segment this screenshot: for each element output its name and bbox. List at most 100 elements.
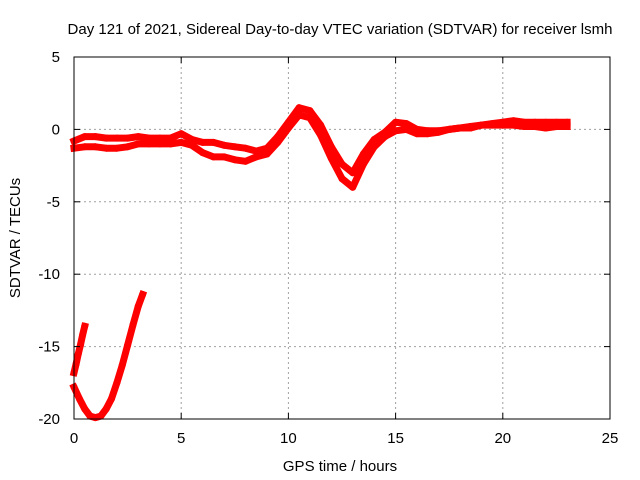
data-point	[177, 138, 185, 146]
data-point	[392, 127, 400, 135]
data-point	[91, 133, 99, 141]
x-tick-label: 0	[70, 430, 78, 447]
x-axis-label: GPS time / hours	[283, 458, 397, 475]
data-point	[531, 123, 539, 130]
data-point	[306, 114, 314, 122]
data-point	[134, 140, 142, 148]
data-point	[113, 134, 121, 142]
chart-title: Day 121 of 2021, Sidereal Day-to-day VTE…	[68, 21, 613, 38]
data-point	[156, 134, 164, 142]
data-point	[91, 143, 99, 151]
data-point	[113, 379, 121, 387]
data-point	[552, 123, 560, 130]
data-point	[74, 350, 82, 358]
data-point	[81, 133, 89, 141]
data-point	[167, 140, 174, 148]
data-series	[69, 104, 571, 422]
data-point	[295, 104, 303, 112]
data-point	[242, 144, 249, 152]
data-point	[79, 331, 87, 339]
y-tick-label: -20	[38, 411, 60, 428]
x-tick-label: 25	[602, 430, 619, 447]
y-tick-label: -15	[38, 339, 60, 356]
data-point	[231, 143, 239, 151]
x-tick-label: 15	[387, 430, 404, 447]
data-point	[284, 124, 292, 132]
data-point	[306, 107, 314, 115]
data-point	[134, 302, 142, 310]
data-point	[242, 157, 249, 165]
data-point	[199, 149, 207, 157]
x-tick-label: 20	[494, 430, 511, 447]
data-point	[220, 141, 228, 149]
data-point	[477, 121, 485, 129]
data-point	[124, 341, 132, 349]
plot-frame	[73, 56, 611, 420]
axis-ticks: 0 5 10 15 20 25 -20 -15 -10 -5 0 5	[38, 49, 618, 447]
data-point	[370, 143, 378, 151]
data-point	[199, 138, 207, 146]
data-point	[81, 322, 89, 330]
data-point	[102, 134, 110, 142]
data-point	[499, 121, 507, 129]
data-point	[220, 153, 228, 161]
x-tick-label: 5	[177, 430, 185, 447]
y-tick-label: 0	[52, 121, 60, 138]
data-point	[145, 134, 153, 142]
data-point	[134, 133, 142, 141]
data-point	[209, 153, 217, 161]
data-point	[488, 121, 496, 129]
data-point	[231, 156, 239, 164]
y-tick-label: -10	[38, 266, 60, 283]
data-point	[435, 128, 442, 136]
data-point	[456, 124, 464, 132]
data-point	[381, 133, 389, 141]
data-point	[102, 405, 110, 413]
data-point	[338, 175, 346, 183]
data-point	[81, 405, 89, 413]
data-point	[349, 183, 357, 191]
data-point	[124, 143, 132, 151]
data-point	[317, 131, 325, 139]
data-point	[139, 291, 147, 298]
data-point	[349, 169, 357, 177]
data-point	[124, 134, 132, 142]
data-point	[209, 138, 217, 146]
data-point	[129, 321, 137, 329]
x-tick-label: 10	[280, 430, 297, 447]
data-point	[467, 124, 475, 132]
data-point	[445, 125, 453, 133]
data-point	[76, 341, 84, 349]
data-point	[295, 111, 303, 119]
data-point	[81, 143, 89, 151]
data-point	[156, 140, 164, 148]
y-tick-label: -5	[47, 194, 60, 211]
data-point	[188, 141, 196, 149]
data-point	[327, 154, 335, 162]
data-point	[402, 125, 410, 133]
data-point	[520, 123, 528, 130]
data-point	[563, 123, 571, 130]
data-point	[542, 118, 550, 126]
data-point	[113, 144, 121, 152]
data-point	[75, 395, 83, 403]
data-point	[392, 118, 400, 126]
data-point	[145, 140, 153, 148]
data-point	[510, 121, 517, 129]
data-point	[424, 130, 432, 138]
data-point	[274, 138, 282, 146]
data-point	[177, 130, 185, 138]
data-point	[252, 153, 260, 161]
data-point	[338, 160, 346, 168]
data-point	[97, 412, 105, 420]
data-point	[413, 130, 421, 138]
data-point	[102, 144, 110, 152]
data-point	[359, 160, 367, 168]
y-tick-label: 5	[52, 49, 60, 66]
data-point	[108, 395, 115, 403]
data-point	[542, 124, 550, 132]
data-point	[118, 361, 126, 369]
data-point	[402, 120, 410, 128]
